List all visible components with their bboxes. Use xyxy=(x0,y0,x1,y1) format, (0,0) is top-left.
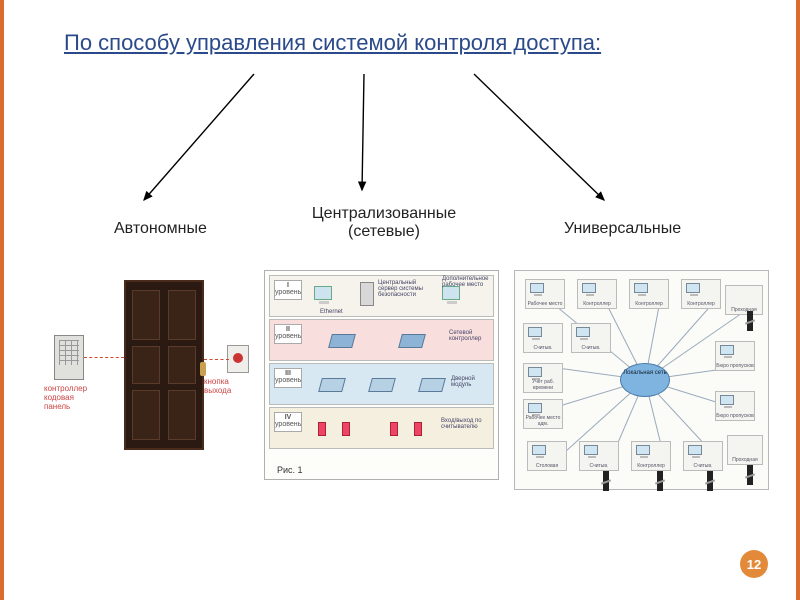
figure-caption: Рис. 1 xyxy=(277,465,303,475)
keypad-label: контроллер кодовая панель xyxy=(44,385,94,411)
page-number-badge: 12 xyxy=(740,550,768,578)
column-label-centralized: Централизованные (сетевые) xyxy=(294,205,474,241)
exit-button-label: кнопка выхода xyxy=(204,378,254,396)
exit-button-icon xyxy=(227,345,249,373)
column-label-universal: Универсальные xyxy=(564,220,681,238)
diagram-universal: Локальная сеть Рабочее место Контроллер … xyxy=(514,270,769,490)
level-1: Iуровень Центральный сервер системы безо… xyxy=(269,275,494,317)
level-4: IVуровень Вход/выход по считывателю xyxy=(269,407,494,449)
keypad-icon xyxy=(54,335,84,380)
slide-title: По способу управления системой контроля … xyxy=(64,30,601,56)
diagram-autonomous: контроллер кодовая панель кнопка выхода xyxy=(44,270,249,480)
level-2: IIуровень Сетевой контроллер xyxy=(269,319,494,361)
diagram-centralized: Iуровень Центральный сервер системы безо… xyxy=(264,270,499,480)
level-3: IIIуровень Дверной модуль xyxy=(269,363,494,405)
network-core: Локальная сеть xyxy=(620,363,670,397)
column-label-autonomous: Автономные xyxy=(114,220,207,238)
door-icon xyxy=(124,280,204,450)
slide: По способу управления системой контроля … xyxy=(0,0,800,600)
